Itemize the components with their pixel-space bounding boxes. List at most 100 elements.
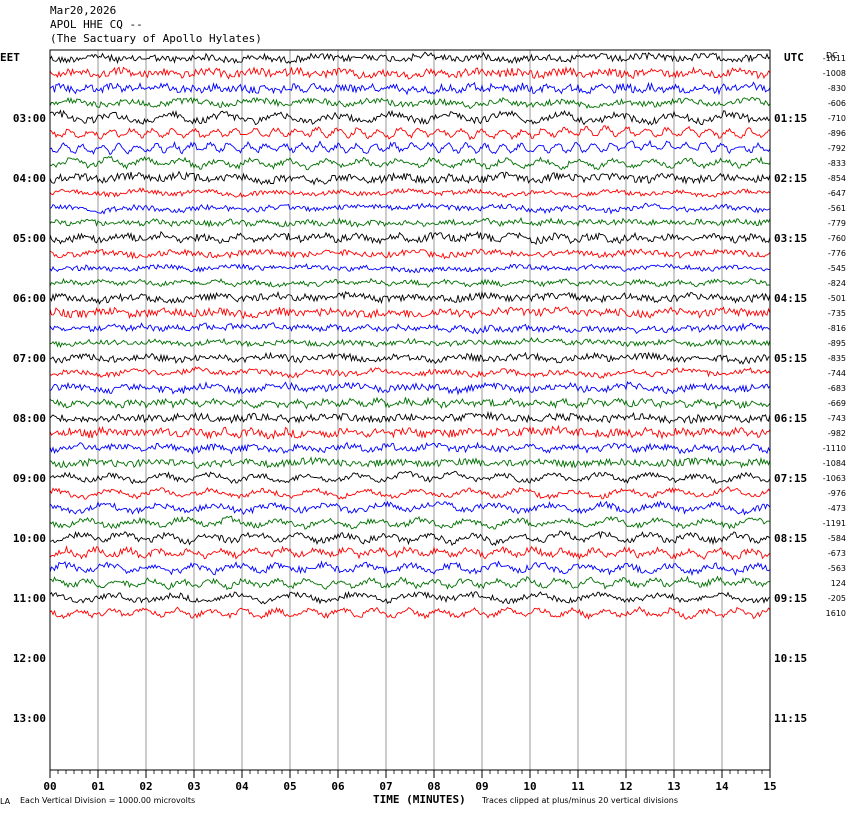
trace-34	[49, 560, 771, 577]
dc-offset-label: -606	[828, 99, 846, 108]
dc-offset-label: -816	[828, 324, 846, 333]
right-hour-label: 09:15	[774, 592, 807, 605]
dc-offset-label: -545	[828, 264, 846, 273]
dc-offset-label: -561	[828, 204, 846, 213]
dc-offset-label: -1191	[823, 519, 846, 528]
left-hour-label: 07:00	[13, 352, 46, 365]
corner-mark: LA	[0, 797, 11, 806]
dc-offset-label: -473	[828, 504, 846, 513]
trace-20	[49, 351, 771, 365]
right-hour-label: 08:15	[774, 532, 807, 545]
trace-9	[49, 187, 771, 199]
trace-30	[49, 500, 771, 516]
x-tick-label-10: 10	[523, 780, 536, 793]
left-hour-label: 12:00	[13, 652, 46, 665]
x-tick-label-00: 00	[43, 780, 56, 793]
dc-offset-label: -830	[828, 84, 846, 93]
trace-18	[49, 322, 771, 335]
left-hour-label: 04:00	[13, 172, 46, 185]
dc-offset-label: -673	[828, 549, 846, 558]
x-tick-label-12: 12	[619, 780, 632, 793]
dc-label: DC	[826, 51, 838, 60]
left-hour-label: 03:00	[13, 112, 46, 125]
left-hour-label: 10:00	[13, 532, 46, 545]
x-tick-label-09: 09	[475, 780, 488, 793]
trace-28	[49, 470, 771, 485]
dc-offset-label: -1008	[823, 69, 846, 78]
dc-offset-label: -835	[828, 354, 846, 363]
header-site: (The Sactuary of Apollo Hylates)	[50, 32, 262, 45]
trace-35	[49, 575, 771, 591]
trace-31	[49, 515, 771, 530]
trace-25	[49, 424, 771, 440]
dc-offset-label: -776	[828, 249, 846, 258]
dc-offset-label: -710	[828, 114, 846, 123]
dc-offset-label: -1011	[823, 54, 846, 63]
x-tick-label-08: 08	[427, 780, 440, 793]
trace-27	[49, 456, 771, 469]
x-tick-label-03: 03	[187, 780, 200, 793]
trace-22	[49, 380, 771, 396]
right-axis-label: UTC	[784, 51, 804, 64]
trace-21	[49, 366, 771, 379]
trace-32	[49, 530, 771, 547]
dc-offset-label: -895	[828, 339, 846, 348]
dc-offset-label: -563	[828, 564, 846, 573]
trace-36	[49, 590, 771, 605]
trace-23	[49, 396, 771, 410]
right-hour-label: 05:15	[774, 352, 807, 365]
x-tick-label-15: 15	[763, 780, 776, 793]
x-tick-label-14: 14	[715, 780, 729, 793]
left-hour-label: 05:00	[13, 232, 46, 245]
trace-17	[49, 306, 771, 320]
left-hour-label: 08:00	[13, 412, 46, 425]
dc-offset-label: -982	[828, 429, 846, 438]
dc-offset-label: -683	[828, 384, 846, 393]
x-tick-label-13: 13	[667, 780, 680, 793]
dc-offset-label: -824	[828, 279, 846, 288]
left-axis-label: EET	[0, 51, 20, 64]
dc-offset-label: -833	[828, 159, 846, 168]
right-hour-label: 10:15	[774, 652, 807, 665]
trace-6	[49, 139, 771, 156]
dc-offset-label: -501	[828, 294, 846, 303]
left-hour-label: 11:00	[13, 592, 46, 605]
trace-2	[49, 81, 771, 96]
dc-offset-label: -1063	[823, 474, 846, 483]
right-hour-label: 07:15	[774, 472, 807, 485]
x-tick-label-01: 01	[91, 780, 105, 793]
right-hour-label: 11:15	[774, 712, 807, 725]
dc-offset-label: -735	[828, 309, 846, 318]
seismic-traces	[49, 51, 771, 621]
x-tick-label-11: 11	[571, 780, 585, 793]
right-hour-label: 03:15	[774, 232, 807, 245]
dc-offset-label: 1610	[826, 609, 846, 618]
left-hour-label: 13:00	[13, 712, 46, 725]
trace-8	[49, 170, 771, 186]
left-hour-label: 09:00	[13, 472, 46, 485]
x-tick-label-07: 07	[379, 780, 392, 793]
trace-12	[49, 230, 771, 245]
dc-offset-label: -792	[828, 144, 846, 153]
dc-offset-label: -1110	[823, 444, 846, 453]
trace-37	[49, 606, 771, 621]
trace-33	[49, 545, 771, 561]
plot-axes: 00 01 02 03 04 05 06 07 08 09 10 11 12 13 14 15 03:00 01:…	[13, 49, 846, 793]
right-hour-label: 02:15	[774, 172, 807, 185]
dc-offset-label: -854	[828, 174, 846, 183]
dc-offset-label: -647	[828, 189, 846, 198]
trace-24	[49, 410, 771, 424]
x-axis-title: TIME (MINUTES)	[373, 793, 466, 806]
dc-offset-label: -669	[828, 399, 846, 408]
dc-offset-label: -779	[828, 219, 846, 228]
dc-offset-label: -205	[828, 594, 846, 603]
header-date: Mar20,2026	[50, 4, 117, 17]
plot-frame	[49, 49, 771, 771]
scale-note: Each Vertical Division = 1000.00 microvo…	[20, 796, 196, 805]
x-tick-label-02: 02	[139, 780, 152, 793]
trace-13	[49, 248, 771, 260]
dc-offset-label: -976	[828, 489, 846, 498]
dc-offset-label: 124	[831, 579, 846, 588]
trace-26	[49, 441, 771, 455]
